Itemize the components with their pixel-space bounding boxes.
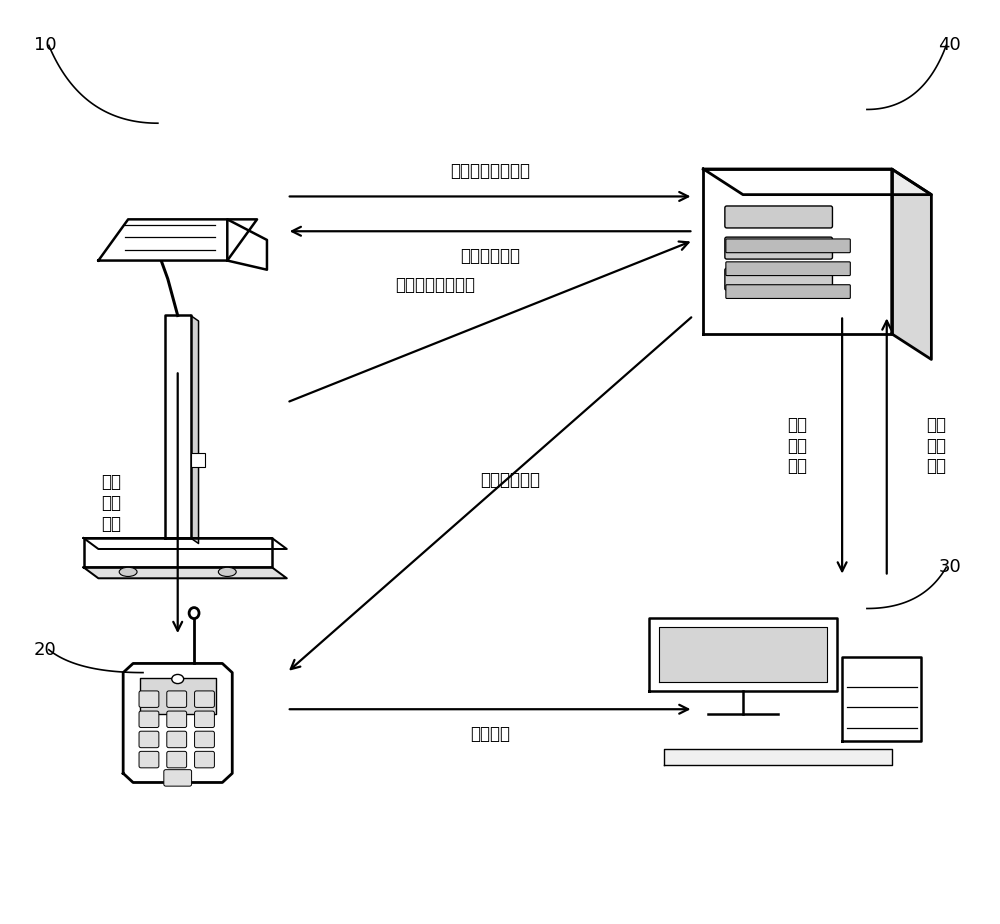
Text: 上传
菜品
信息: 上传 菜品 信息 — [926, 416, 946, 475]
Polygon shape — [123, 663, 232, 783]
FancyBboxPatch shape — [726, 285, 850, 298]
Bar — [191, 453, 205, 468]
Ellipse shape — [119, 567, 137, 577]
Polygon shape — [227, 219, 267, 270]
FancyBboxPatch shape — [195, 711, 214, 727]
Text: 推送
食材
信息: 推送 食材 信息 — [788, 416, 808, 475]
FancyBboxPatch shape — [167, 711, 187, 727]
Text: 在线下单: 在线下单 — [470, 724, 510, 743]
Text: 推送菜品信息: 推送菜品信息 — [480, 471, 540, 490]
Text: 20: 20 — [34, 640, 57, 659]
FancyBboxPatch shape — [725, 268, 832, 290]
Polygon shape — [84, 538, 272, 567]
FancyBboxPatch shape — [164, 770, 192, 786]
FancyBboxPatch shape — [139, 711, 159, 727]
FancyBboxPatch shape — [167, 731, 187, 748]
Text: 10: 10 — [34, 36, 57, 55]
Ellipse shape — [218, 567, 236, 577]
FancyBboxPatch shape — [167, 751, 187, 768]
FancyBboxPatch shape — [139, 691, 159, 708]
Polygon shape — [84, 567, 287, 578]
Text: 上传历史体检数据: 上传历史体检数据 — [396, 276, 476, 295]
Polygon shape — [191, 315, 199, 543]
FancyBboxPatch shape — [726, 261, 850, 275]
Polygon shape — [98, 219, 257, 261]
Polygon shape — [659, 626, 827, 682]
FancyBboxPatch shape — [139, 751, 159, 768]
Polygon shape — [140, 678, 216, 714]
Text: 下发
检测
报告: 下发 检测 报告 — [101, 473, 121, 533]
Polygon shape — [842, 657, 921, 741]
Text: 上传身体成分数据: 上传身体成分数据 — [450, 162, 530, 180]
Polygon shape — [84, 538, 287, 549]
Polygon shape — [649, 617, 837, 691]
Ellipse shape — [189, 608, 199, 618]
FancyBboxPatch shape — [726, 239, 850, 252]
Polygon shape — [892, 169, 931, 359]
FancyBboxPatch shape — [195, 731, 214, 748]
Text: 下发检测报告: 下发检测报告 — [460, 247, 520, 265]
Text: 30: 30 — [938, 558, 961, 577]
Polygon shape — [703, 169, 892, 334]
Polygon shape — [165, 315, 191, 538]
FancyBboxPatch shape — [195, 691, 214, 708]
Polygon shape — [664, 748, 892, 765]
FancyBboxPatch shape — [139, 731, 159, 748]
FancyBboxPatch shape — [725, 237, 832, 259]
FancyBboxPatch shape — [195, 751, 214, 768]
Text: 40: 40 — [938, 36, 961, 55]
FancyBboxPatch shape — [725, 206, 832, 228]
FancyBboxPatch shape — [167, 691, 187, 708]
Ellipse shape — [172, 675, 184, 684]
Polygon shape — [703, 169, 931, 195]
